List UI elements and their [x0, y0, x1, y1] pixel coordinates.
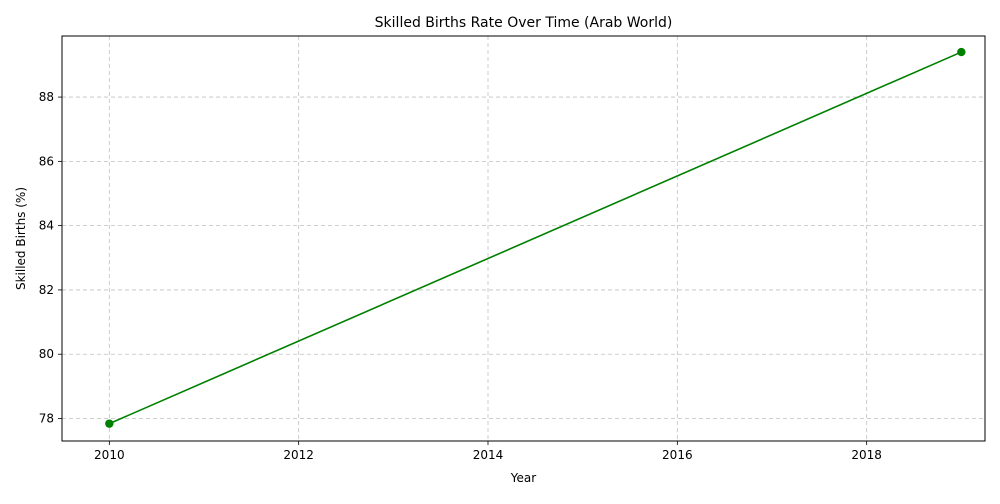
- data-point-0-0: [105, 419, 114, 428]
- y-tick-label-4: 86: [39, 154, 54, 168]
- y-tick-label-2: 82: [39, 283, 54, 297]
- x-tick-label-3: 2016: [662, 448, 693, 462]
- x-tick-label-2: 2014: [473, 448, 504, 462]
- x-tick-label-1: 2012: [283, 448, 314, 462]
- series-line-0: [109, 51, 962, 425]
- y-tick-label-5: 88: [39, 90, 54, 104]
- chart-title: Skilled Births Rate Over Time (Arab Worl…: [375, 15, 673, 31]
- grid: [62, 36, 985, 441]
- axis-ticks: 2010 2012 2014 2016 2018 78 80 82 84 86 88: [39, 90, 882, 462]
- series-layer: [105, 47, 966, 428]
- x-axis-label: Year: [510, 471, 536, 485]
- y-tick-label-3: 84: [39, 219, 54, 233]
- x-tick-label-4: 2018: [851, 448, 882, 462]
- plot-area-frame: [61, 35, 986, 442]
- data-point-0-1: [957, 47, 966, 57]
- y-tick-label-1: 80: [39, 347, 54, 361]
- x-tick-label-0: 2010: [94, 448, 125, 462]
- y-axis-label: Skilled Births (%): [14, 187, 28, 290]
- y-tick-label-0: 78: [39, 412, 54, 426]
